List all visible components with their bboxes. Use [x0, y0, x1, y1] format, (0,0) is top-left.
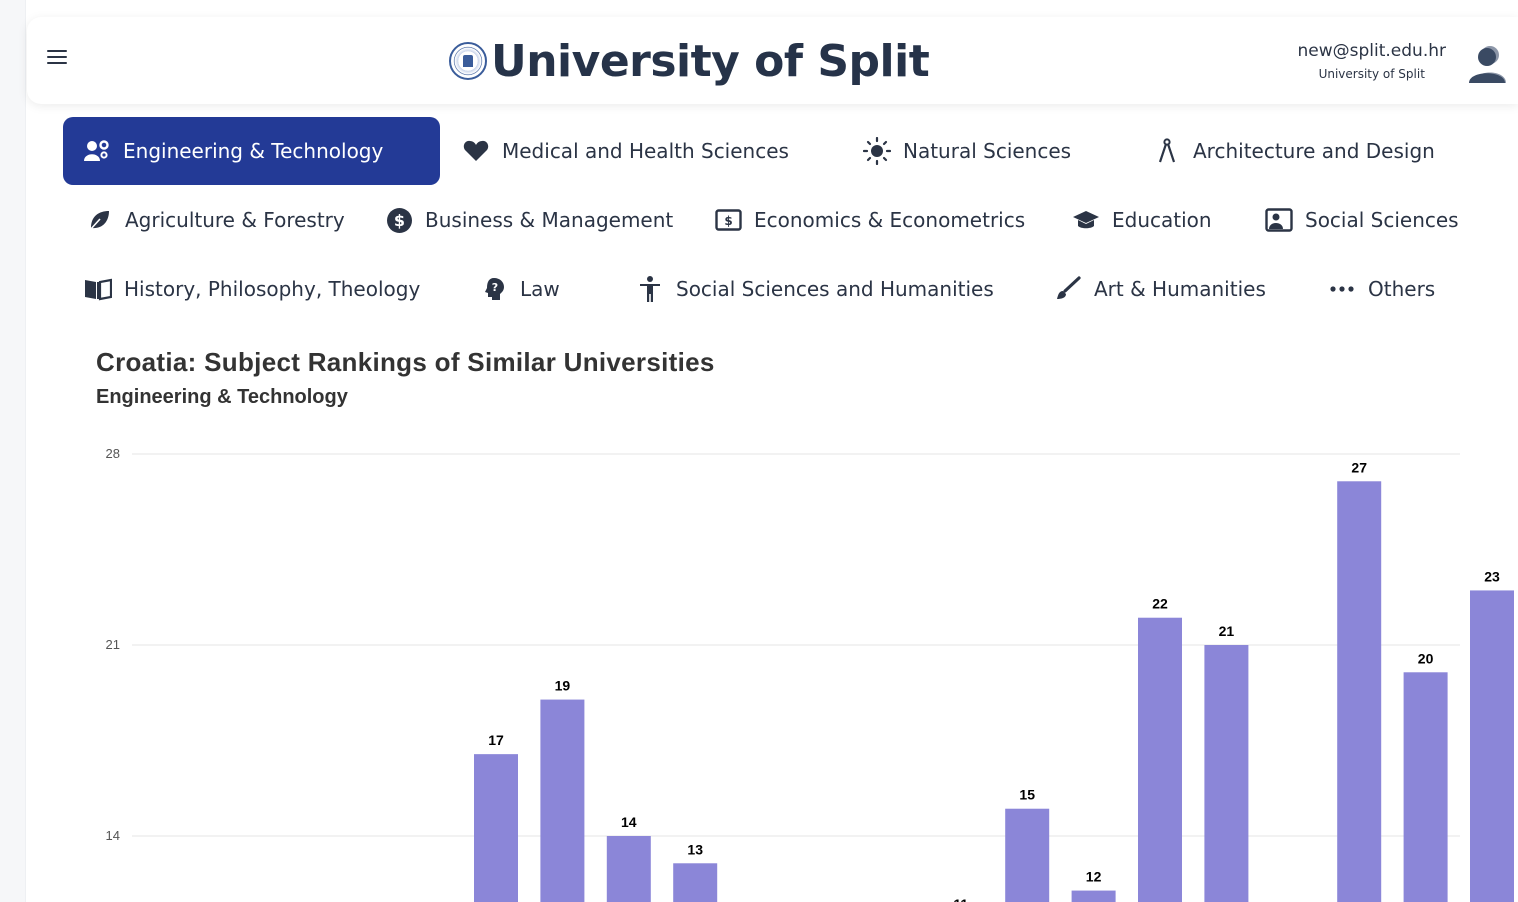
- bar-value-label: 17: [488, 732, 504, 748]
- university-seal-logo: [449, 42, 487, 80]
- top-header: University of Split new@split.edu.hr Uni…: [27, 17, 1518, 104]
- tab-agriculture-forestry[interactable]: Agriculture & Forestry: [85, 186, 345, 254]
- heart-icon: [462, 137, 490, 165]
- bar[interactable]: [1403, 672, 1448, 902]
- tab-label: Law: [520, 277, 560, 301]
- money-bill-icon: $: [714, 206, 742, 234]
- tab-education[interactable]: Education: [1072, 186, 1212, 254]
- y-tick-label: 28: [106, 446, 120, 461]
- tab-business-management[interactable]: $ Business & Management: [385, 186, 673, 254]
- hamburger-menu-icon[interactable]: [47, 50, 67, 70]
- bar-value-label: 11: [953, 896, 968, 902]
- bar[interactable]: [673, 863, 718, 902]
- tab-economics-econometrics[interactable]: $ Economics & Econometrics: [714, 186, 1025, 254]
- tab-engineering-technology[interactable]: Engineering & Technology: [63, 117, 440, 185]
- tab-social-sciences[interactable]: Social Sciences: [1265, 186, 1459, 254]
- question-head-icon: ?: [480, 275, 508, 303]
- y-tick-label: 14: [106, 828, 120, 843]
- tab-label: Others: [1368, 277, 1436, 301]
- site-title: University of Split: [491, 35, 930, 87]
- sun-icon: [863, 137, 891, 165]
- tab-social-sciences-humanities[interactable]: Social Sciences and Humanities: [636, 255, 994, 323]
- tab-history-philosophy-theology[interactable]: History, Philosophy, Theology: [84, 255, 420, 323]
- tab-label: Social Sciences and Humanities: [676, 277, 994, 301]
- person-icon: [636, 275, 664, 303]
- compass-icon: [1153, 137, 1181, 165]
- tab-label: Engineering & Technology: [123, 139, 384, 163]
- tab-label: Economics & Econometrics: [754, 208, 1026, 232]
- tab-law[interactable]: ? Law: [480, 255, 560, 323]
- tab-label: Social Sciences: [1305, 208, 1459, 232]
- engineering-icon: [83, 137, 111, 165]
- bar-value-label: 13: [687, 841, 703, 857]
- chart-title: Croatia: Subject Rankings of Similar Uni…: [96, 347, 715, 377]
- brand[interactable]: University of Split: [449, 35, 930, 87]
- tab-label: Business & Management: [425, 208, 674, 232]
- bar[interactable]: [540, 699, 585, 902]
- bar-value-label: 20: [1418, 650, 1434, 666]
- tab-label: Art & Humanities: [1094, 277, 1266, 301]
- svg-text:$: $: [393, 211, 404, 230]
- bar-value-label: 19: [555, 678, 571, 694]
- ellipsis-icon: [1328, 275, 1356, 303]
- y-tick-label: 21: [106, 637, 120, 652]
- svg-text:?: ?: [492, 281, 498, 294]
- tab-label: Natural Sciences: [903, 139, 1072, 163]
- chart-subtitle: Engineering & Technology: [96, 386, 348, 408]
- bar-value-label: 27: [1351, 459, 1367, 475]
- rankings-bar-chart: 14 21 28 17 19 14 13 11 15 12 22 21 27 20 23: [106, 446, 1514, 902]
- open-book-icon: [84, 275, 112, 303]
- svg-text:$: $: [724, 214, 732, 228]
- brush-icon: [1054, 275, 1082, 303]
- tab-label: Architecture and Design: [1193, 139, 1435, 163]
- tab-label: Education: [1112, 208, 1212, 232]
- tab-label: History, Philosophy, Theology: [124, 277, 421, 301]
- bar[interactable]: [1204, 645, 1249, 902]
- bar[interactable]: [1071, 890, 1116, 902]
- bar-value-label: 12: [1086, 869, 1102, 885]
- bar-value-label: 23: [1484, 568, 1500, 584]
- bar-value-label: 22: [1152, 596, 1168, 612]
- bar[interactable]: [1138, 617, 1182, 902]
- tab-medical-health[interactable]: Medical and Health Sciences: [462, 117, 789, 185]
- tab-label: Agriculture & Forestry: [125, 208, 345, 232]
- presenter-icon: [1265, 206, 1293, 234]
- bar[interactable]: [474, 754, 518, 902]
- tab-natural-sciences[interactable]: Natural Sciences: [863, 117, 1071, 185]
- user-avatar-icon[interactable]: [1466, 43, 1508, 83]
- bar[interactable]: [606, 836, 651, 902]
- bar-value-label: 15: [1019, 787, 1035, 803]
- bar[interactable]: [1337, 481, 1382, 902]
- dollar-icon: $: [385, 206, 413, 234]
- bar[interactable]: [1005, 808, 1050, 902]
- user-organization: University of Split: [1318, 67, 1425, 81]
- tab-architecture-design[interactable]: Architecture and Design: [1153, 117, 1435, 185]
- bar-value-label: 21: [1219, 623, 1235, 639]
- tab-art-humanities[interactable]: Art & Humanities: [1054, 255, 1266, 323]
- tab-label: Medical and Health Sciences: [502, 139, 789, 163]
- user-info[interactable]: new@split.edu.hr University of Split: [1298, 41, 1447, 81]
- leaf-icon: [85, 206, 113, 234]
- tab-others[interactable]: Others: [1328, 255, 1435, 323]
- bar-value-label: 14: [621, 814, 637, 830]
- user-email: new@split.edu.hr: [1297, 41, 1447, 61]
- graduation-cap-icon: [1072, 206, 1100, 234]
- left-sidebar-strip: [0, 0, 26, 902]
- bar[interactable]: [1470, 590, 1514, 902]
